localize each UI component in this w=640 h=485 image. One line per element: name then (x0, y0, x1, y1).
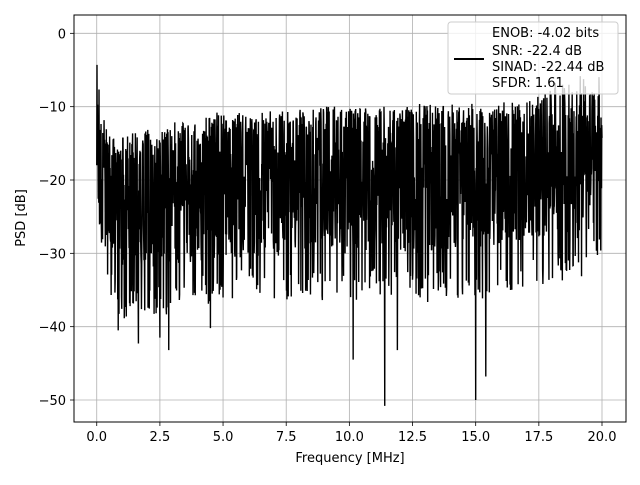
x-tick-label: 0.0 (86, 430, 107, 445)
y-tick-label: 0 (58, 27, 66, 42)
ticks: 0.0 2.5 5.0 7.5 10.0 12.5 15.0 17.5 20.0 0 −10 −20 −… (39, 27, 617, 445)
x-tick-label: 7.5 (276, 430, 297, 445)
x-axis-label: Frequency [MHz] (295, 451, 404, 466)
axes-frame (73, 14, 627, 423)
y-tick-label: −50 (39, 394, 66, 409)
y-tick-label: −40 (39, 321, 66, 336)
psd-series-line (96, 64, 603, 406)
x-tick-label: 2.5 (150, 430, 171, 445)
x-tick-label: 5.0 (213, 430, 234, 445)
legend-snr: SNR: -22.4 dB (492, 44, 582, 59)
x-tick-label: 12.5 (398, 430, 427, 445)
x-tick-label: 17.5 (524, 430, 553, 445)
legend-enob: ENOB: -4.02 bits (492, 26, 599, 41)
legend-sfdr: SFDR: 1.61 (492, 76, 564, 91)
legend: ENOB: -4.02 bits SNR: -22.4 dB SINAD: -2… (447, 21, 619, 95)
y-axis-label: PSD [dB] (14, 189, 29, 247)
y-tick-label: −30 (39, 247, 66, 262)
x-tick-label: 15.0 (461, 430, 490, 445)
series-layer (96, 64, 603, 406)
y-tick-label: −10 (39, 101, 66, 116)
x-tick-label: 20.0 (588, 430, 617, 445)
x-tick-label: 10.0 (335, 430, 364, 445)
y-tick-label: −20 (39, 174, 66, 189)
legend-sinad: SINAD: -22.44 dB (492, 60, 604, 75)
legend-box (447, 21, 619, 95)
